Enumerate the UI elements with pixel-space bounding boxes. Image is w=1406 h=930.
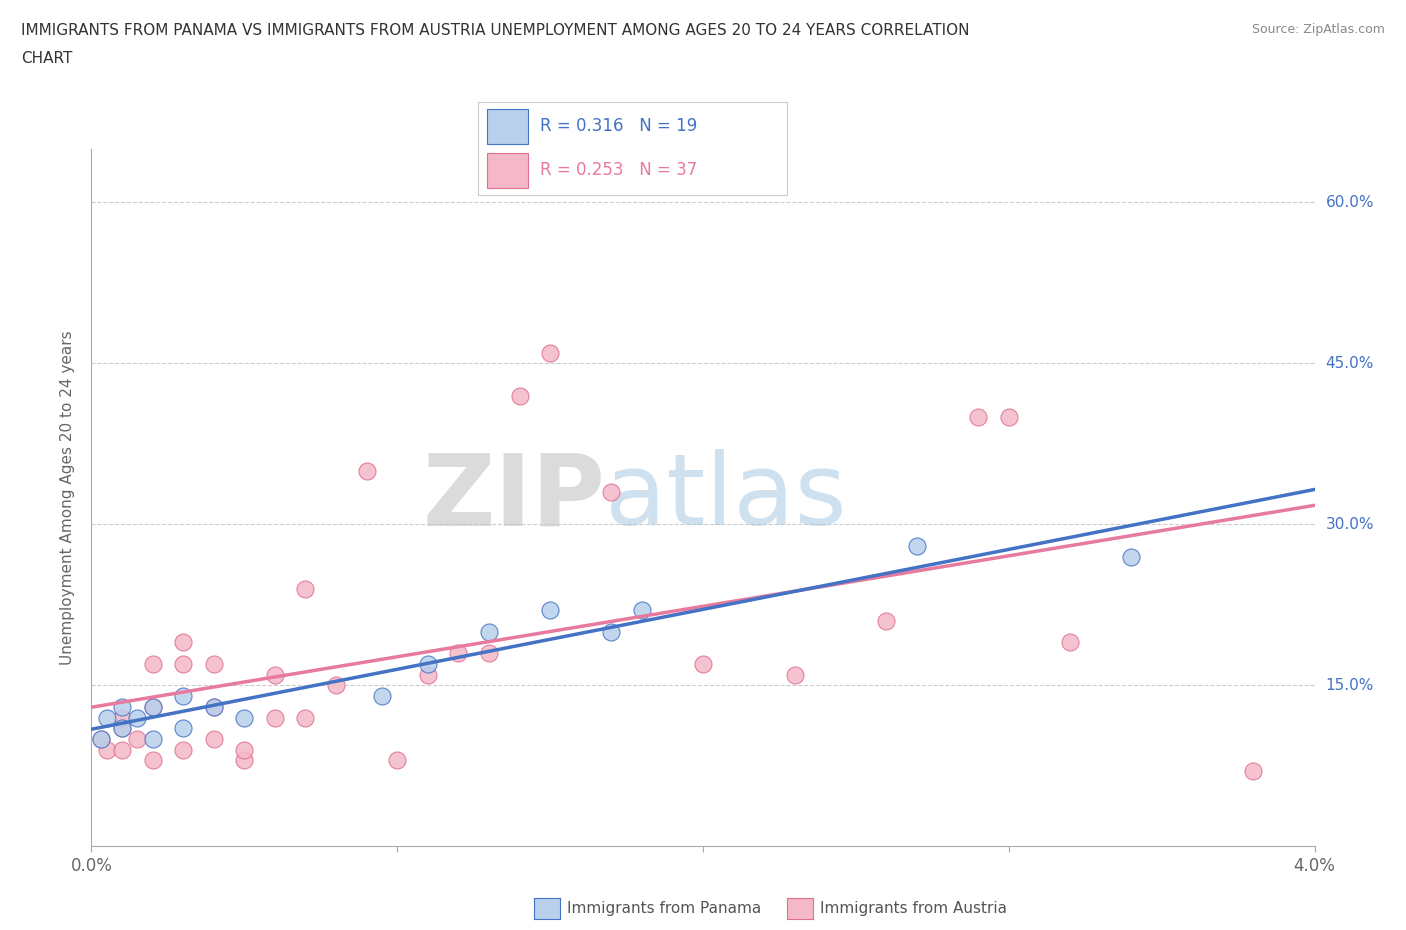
Point	[478, 645, 501, 660]
Text: R = 0.316   N = 19: R = 0.316 N = 19	[540, 117, 697, 136]
Point	[233, 711, 256, 725]
Point	[905, 538, 928, 553]
Point	[127, 732, 149, 747]
Text: R = 0.253   N = 37: R = 0.253 N = 37	[540, 161, 697, 179]
Point	[111, 699, 134, 714]
Point	[202, 699, 225, 714]
Point	[172, 742, 194, 757]
Point	[172, 688, 194, 703]
Point	[509, 388, 531, 403]
Text: 60.0%: 60.0%	[1326, 195, 1374, 210]
Point	[111, 742, 134, 757]
Bar	[488, 109, 527, 144]
Point	[1059, 635, 1081, 650]
Point	[447, 645, 470, 660]
Point	[416, 657, 439, 671]
Point	[90, 732, 112, 747]
Text: IMMIGRANTS FROM PANAMA VS IMMIGRANTS FROM AUSTRIA UNEMPLOYMENT AMONG AGES 20 TO : IMMIGRANTS FROM PANAMA VS IMMIGRANTS FRO…	[21, 23, 970, 38]
Point	[127, 711, 149, 725]
Y-axis label: Unemployment Among Ages 20 to 24 years: Unemployment Among Ages 20 to 24 years	[60, 330, 76, 665]
Point	[1243, 764, 1265, 778]
Point	[783, 667, 806, 682]
Point	[600, 485, 623, 499]
Text: Immigrants from Austria: Immigrants from Austria	[820, 901, 1007, 916]
Point	[600, 624, 623, 639]
Point	[692, 657, 714, 671]
Point	[356, 463, 378, 478]
Text: Immigrants from Panama: Immigrants from Panama	[567, 901, 761, 916]
Point	[233, 753, 256, 768]
Point	[478, 624, 501, 639]
Text: 15.0%: 15.0%	[1326, 678, 1374, 693]
Point	[172, 721, 194, 736]
Point	[141, 657, 163, 671]
Point	[96, 742, 118, 757]
Point	[172, 657, 194, 671]
Point	[416, 667, 439, 682]
Point	[998, 409, 1021, 424]
Point	[630, 603, 652, 618]
Point	[202, 657, 225, 671]
Point	[385, 753, 409, 768]
Point	[538, 603, 561, 618]
Point	[264, 711, 287, 725]
Bar	[488, 153, 527, 188]
Point	[141, 753, 163, 768]
Text: CHART: CHART	[21, 51, 73, 66]
Text: Source: ZipAtlas.com: Source: ZipAtlas.com	[1251, 23, 1385, 36]
Point	[90, 732, 112, 747]
Point	[96, 711, 118, 725]
Point	[538, 345, 561, 360]
Point	[875, 614, 897, 629]
Point	[294, 711, 316, 725]
Point	[202, 699, 225, 714]
Point	[111, 721, 134, 736]
Point	[233, 742, 256, 757]
Point	[264, 667, 287, 682]
Point	[967, 409, 990, 424]
Point	[325, 678, 347, 693]
Text: ZIP: ZIP	[422, 449, 605, 546]
Text: atlas: atlas	[605, 449, 846, 546]
Point	[141, 732, 163, 747]
Text: 30.0%: 30.0%	[1326, 517, 1374, 532]
Text: 45.0%: 45.0%	[1326, 356, 1374, 371]
Point	[111, 721, 134, 736]
Point	[294, 581, 316, 596]
Point	[141, 699, 163, 714]
Point	[111, 711, 134, 725]
Point	[172, 635, 194, 650]
Point	[1121, 549, 1143, 564]
Point	[202, 732, 225, 747]
Point	[371, 688, 394, 703]
Point	[141, 699, 163, 714]
